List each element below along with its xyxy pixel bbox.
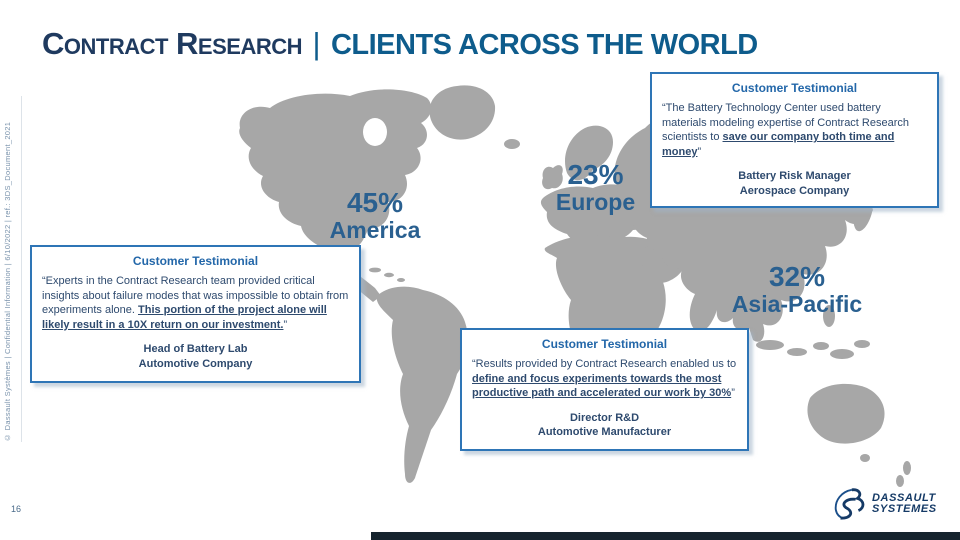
attribution-role: Head of Battery Lab — [143, 343, 248, 356]
testimonial-attribution: Battery Risk Manager Aerospace Company — [662, 169, 927, 198]
testimonial-header: Customer Testimonial — [731, 81, 858, 95]
3ds-logo-icon — [834, 488, 865, 520]
testimonial-header: Customer Testimonial — [132, 254, 259, 268]
logo-wordmark: DASSAULT SYSTEMES — [872, 493, 937, 515]
region-percent-europe: 23% — [567, 159, 624, 190]
testimonial-attribution: Head of Battery Lab Automotive Company — [42, 342, 349, 371]
quote-emphasis: This portion of the project alone will l… — [42, 304, 327, 331]
quote-tail: ” — [731, 387, 735, 400]
attribution-role: Battery Risk Manager — [738, 170, 851, 183]
logo-line1: DASSAULT — [872, 492, 936, 504]
region-stat-europe: 23% Europe — [543, 160, 648, 215]
testimonial-quote: “Experts in the Contract Research team p… — [42, 274, 349, 332]
footer-accent-bar — [371, 532, 960, 540]
testimonial-box-aerospace-company: Customer Testimonial “The Battery Techno… — [650, 72, 939, 209]
region-percent-america: 45% — [346, 187, 404, 218]
sidebar-divider — [21, 96, 22, 442]
dassault-systemes-logo: DASSAULT SYSTEMES — [830, 487, 937, 521]
page-number: 16 — [11, 504, 22, 514]
title-section: Contract Research — [42, 26, 303, 61]
quote-lead: “Experts in the Contract Research team p… — [42, 275, 349, 317]
quote-lead: “The Battery Technology Center used batt… — [662, 102, 910, 144]
title-separator: | — [312, 26, 321, 61]
testimonial-attribution: Director R&D Automotive Manufacturer — [472, 411, 737, 440]
quote-tail: ” — [283, 318, 288, 331]
region-stat-asia-pacific: 32% Asia-Pacific — [712, 262, 882, 317]
attribution-org: Automotive Manufacturer — [537, 426, 672, 439]
testimonial-quote: “Results provided by Contract Research e… — [472, 357, 737, 401]
testimonial-header: Customer Testimonial — [541, 337, 668, 351]
quote-lead: “Results provided by Contract Research e… — [472, 358, 737, 370]
quote-tail: ” — [697, 145, 702, 158]
title-headline: CLIENTS ACROSS THE WORLD — [330, 29, 758, 61]
region-label-asia-pacific: Asia-Pacific — [731, 291, 863, 317]
region-stat-america: 45% America — [305, 188, 445, 243]
testimonial-box-automotive-manufacturer: Customer Testimonial “Results provided b… — [460, 328, 749, 451]
page-title: Contract Research | CLIENTS ACROSS THE W… — [42, 26, 758, 62]
quote-emphasis: save our company both time and money — [662, 131, 895, 158]
attribution-org: Aerospace Company — [739, 184, 850, 197]
region-label-america: America — [329, 217, 421, 243]
logo-line2: SYSTEMES — [872, 503, 937, 515]
attribution-org: Automotive Company — [138, 357, 253, 370]
confidentiality-sidebar-text: © Dassault Systèmes | Confidential Infor… — [3, 121, 12, 442]
testimonial-quote: “The Battery Technology Center used batt… — [662, 101, 927, 159]
region-percent-asia-pacific: 32% — [768, 261, 826, 292]
attribution-role: Director R&D — [569, 411, 640, 424]
region-label-europe: Europe — [555, 189, 636, 215]
testimonial-box-automotive-company: Customer Testimonial “Experts in the Con… — [30, 245, 361, 383]
quote-emphasis: define and focus experiments towards the… — [472, 372, 732, 400]
